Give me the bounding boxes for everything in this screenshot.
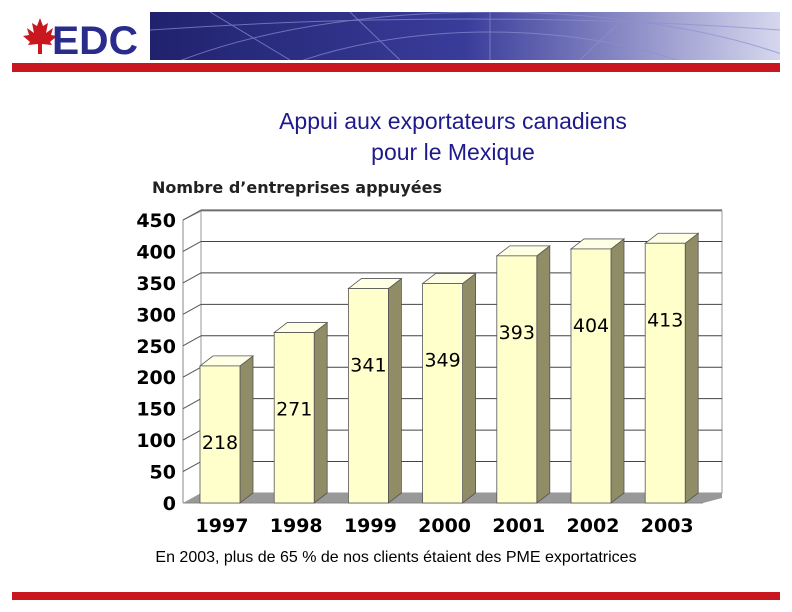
footnote: En 2003, plus de 65 % de nos clients éta… <box>155 549 637 566</box>
bar-value-label: 393 <box>499 322 535 344</box>
chart-title: Appui aux exportateurs canadiens pour le… <box>150 106 756 168</box>
bar-value-label: 341 <box>350 355 386 377</box>
bar-side <box>462 272 477 504</box>
bar-front <box>644 242 686 504</box>
header-banner <box>150 12 780 60</box>
bar-front <box>199 365 241 504</box>
bar-front <box>496 255 538 504</box>
bars: 218 271 341 349 393 404 413 <box>198 232 700 504</box>
x-tick-label: 2001 <box>492 515 545 537</box>
x-tick-label: 1998 <box>270 515 323 537</box>
bar-side <box>387 277 402 504</box>
bar-front <box>273 332 315 504</box>
gridline <box>182 461 202 472</box>
y-tick-label: 100 <box>136 430 176 452</box>
y-tick-label: 50 <box>150 462 176 484</box>
chart-title-line-2: pour le Mexique <box>371 139 535 165</box>
maple-leaf-icon <box>23 18 57 54</box>
bar-1997 <box>198 355 255 504</box>
x-tick-label: 1997 <box>196 515 249 537</box>
y-tick-label: 150 <box>136 399 176 421</box>
edc-logo: EDC <box>23 18 138 60</box>
bar-2001 <box>495 245 551 504</box>
y-tick-label: 350 <box>136 273 176 295</box>
x-axis-ticks: 1997 1998 1999 2000 2001 2002 2003 <box>196 515 694 537</box>
gridline <box>182 303 202 315</box>
bar-value-label: 349 <box>424 350 460 372</box>
bar-side <box>610 238 625 504</box>
bar-front <box>347 288 389 504</box>
logo-text: EDC <box>52 19 138 60</box>
bar-side <box>313 321 328 504</box>
x-tick-label: 2000 <box>418 515 471 537</box>
y-tick-label: 200 <box>136 367 176 389</box>
bar-value-label: 271 <box>276 399 312 421</box>
footer-red-rule <box>12 592 780 600</box>
bar-side <box>239 355 254 504</box>
gridline <box>182 241 202 252</box>
y-tick-label: 400 <box>136 241 176 263</box>
gridline <box>182 366 202 378</box>
y-tick-label: 300 <box>136 304 176 326</box>
gridline <box>182 335 202 347</box>
gridline <box>182 429 202 441</box>
gridline <box>182 272 202 284</box>
bar-side <box>536 245 551 504</box>
header-red-rule <box>12 63 780 72</box>
y-tick-label: 450 <box>136 210 176 232</box>
bar-side <box>684 232 699 504</box>
chart-title-line-1: Appui aux exportateurs canadiens <box>279 108 627 134</box>
gridline <box>182 209 202 221</box>
bar-1998 <box>273 321 329 504</box>
bar-value-label: 404 <box>573 315 609 337</box>
x-tick-label: 2003 <box>641 515 694 537</box>
bar-2002 <box>569 238 626 504</box>
bar-2003 <box>644 232 700 504</box>
bar-front <box>422 283 464 504</box>
y-axis-ticks: 0 50 100 150 200 250 300 350 400 450 <box>136 210 176 515</box>
bar-value-label: 218 <box>202 432 238 454</box>
x-tick-label: 1999 <box>344 515 397 537</box>
gridline <box>182 398 202 410</box>
y-tick-label: 0 <box>163 493 176 515</box>
y-axis-label: Nombre d’entreprises appuyées <box>152 178 443 197</box>
bar-value-label: 413 <box>647 309 683 331</box>
x-tick-label: 2002 <box>567 515 620 537</box>
y-tick-label: 250 <box>136 336 176 358</box>
bar-1999 <box>347 277 403 504</box>
bar-2000 <box>421 272 477 504</box>
bar-front <box>570 248 612 504</box>
